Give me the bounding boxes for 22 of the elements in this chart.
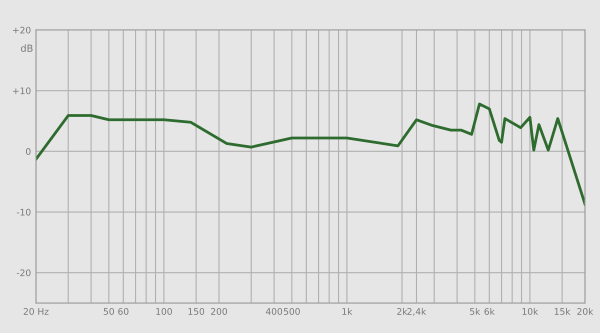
y-axis-title: dB	[20, 44, 33, 52]
x-tick-label: 10k	[522, 308, 538, 315]
x-tick-label: 60	[118, 308, 128, 315]
y-tick-label: -20	[16, 269, 31, 276]
x-tick-label: 6k	[484, 308, 495, 315]
x-tick-label: 200	[211, 308, 228, 315]
x-tick-label: 100	[156, 308, 172, 315]
x-tick-label: 2,4k	[407, 308, 426, 316]
x-tick-label: 2k	[397, 308, 408, 315]
x-tick-label: 20k	[577, 308, 594, 315]
y-tick-label: 0	[26, 148, 31, 155]
y-tick-label: -10	[16, 208, 31, 216]
x-tick-label: 50	[104, 308, 114, 315]
x-tick-label: 5k	[470, 308, 480, 315]
x-tick-label: 150	[188, 308, 204, 315]
x-tick-label: 1k	[342, 308, 352, 315]
y-tick-label: +20	[13, 26, 31, 34]
y-tick-label: +10	[13, 87, 31, 94]
x-tick-label: 20 Hz	[24, 308, 49, 315]
x-tick-label: 15k	[554, 308, 570, 315]
x-tick-label: 400	[266, 308, 282, 315]
x-tick-label: 500	[284, 308, 300, 315]
